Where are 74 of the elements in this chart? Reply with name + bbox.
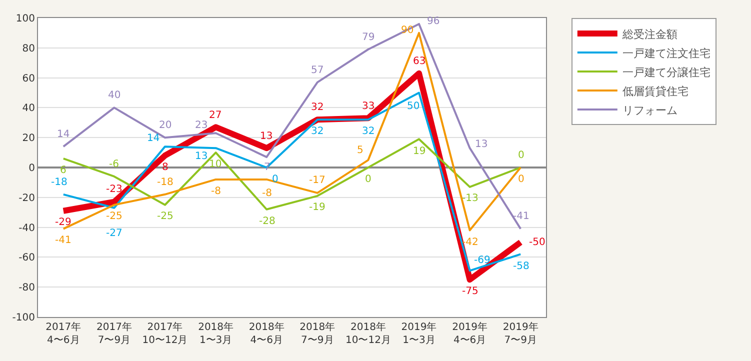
data-label: 40: [108, 90, 121, 101]
x-tick-label: 2017年 10〜12月: [142, 321, 188, 346]
data-label: -29: [55, 217, 72, 228]
data-label: 63: [413, 56, 426, 67]
data-label: 6: [60, 165, 66, 176]
legend-label: 総受注金額: [621, 28, 678, 41]
data-label: 90: [401, 25, 414, 36]
data-label: 0: [518, 150, 524, 161]
legend-label: 低層賃貸住宅: [622, 84, 688, 98]
data-label: 0: [365, 174, 372, 185]
data-label: 20: [159, 120, 172, 131]
data-label: -19: [309, 202, 326, 213]
data-label: -13: [462, 193, 478, 204]
data-label: 8: [162, 162, 168, 173]
x-tick-label: 2019年 4〜6月: [452, 321, 488, 346]
x-tick-label: 2018年 10〜12月: [345, 321, 391, 346]
data-label: 32: [311, 126, 324, 137]
data-label: -8: [262, 188, 272, 199]
data-label: 57: [311, 65, 324, 76]
x-tick-label: 2018年 7〜9月: [300, 321, 336, 346]
x-tick-label: 2017年 7〜9月: [96, 321, 132, 346]
x-tick-label: 2018年 4〜6月: [248, 321, 284, 346]
y-tick-label: -100: [12, 312, 35, 324]
data-label: 14: [147, 133, 160, 144]
y-tick-label: 80: [22, 43, 35, 54]
data-label: 13: [260, 131, 273, 142]
x-tick-label: 2017年 4〜6月: [46, 321, 82, 346]
data-label: 10: [209, 159, 222, 170]
data-label: -25: [157, 211, 174, 222]
data-label: -6: [109, 159, 119, 170]
y-tick-label: 60: [22, 73, 35, 84]
data-label: 32: [362, 126, 375, 137]
data-label: 96: [427, 16, 440, 27]
legend-label: 一戸建て注文住宅: [622, 46, 710, 60]
data-label: -41: [513, 211, 530, 222]
data-label: -75: [462, 286, 478, 297]
data-label: 33: [362, 101, 375, 112]
data-label: 19: [413, 146, 426, 157]
data-label: 5: [357, 145, 364, 156]
data-label: -17: [309, 175, 326, 186]
data-label: -69: [474, 255, 490, 266]
data-label: 32: [311, 102, 324, 113]
x-tick-label: 2018年 1〜3月: [198, 321, 234, 346]
data-label: -41: [55, 235, 72, 246]
data-label: 27: [209, 110, 222, 121]
data-label: -25: [106, 211, 122, 222]
y-tick-label: -20: [18, 192, 35, 204]
data-label: -18: [51, 177, 68, 188]
data-label: -58: [513, 261, 530, 272]
data-label: -28: [259, 216, 276, 227]
data-label: 79: [362, 32, 375, 43]
data-label: -18: [157, 177, 174, 188]
x-tick-label: 2019年 1〜3月: [401, 321, 437, 346]
data-label: 50: [407, 101, 420, 112]
data-label: -8: [211, 186, 221, 197]
data-label: 13: [475, 139, 488, 150]
y-tick-label: 0: [28, 163, 35, 174]
data-label: 14: [57, 129, 70, 140]
y-tick-label: 100: [16, 14, 35, 24]
data-label: -23: [106, 184, 122, 195]
legend-label: リフォーム: [622, 104, 678, 117]
data-label: -27: [106, 228, 122, 239]
y-tick-label: -80: [18, 282, 35, 294]
x-tick-label: 2019年 7〜9月: [502, 321, 538, 346]
y-tick-label: -40: [18, 222, 35, 234]
data-label: 13: [195, 151, 208, 162]
y-tick-label: 20: [22, 133, 35, 144]
data-label: -50: [529, 237, 546, 248]
data-label: 0: [518, 174, 524, 185]
data-label: 23: [195, 120, 208, 131]
y-tick-label: -60: [18, 252, 35, 264]
y-tick-label: 40: [22, 103, 35, 114]
legend-label: 一戸建て分譲住宅: [622, 66, 710, 79]
data-label: 7: [264, 162, 270, 173]
